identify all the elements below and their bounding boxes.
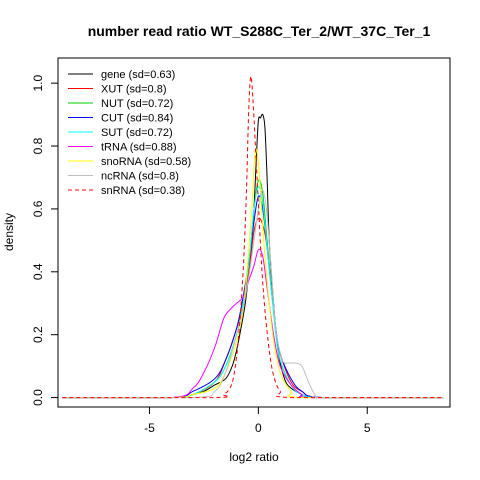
- y-tick-label: 0.8: [31, 137, 45, 154]
- series-line-5: [62, 248, 444, 399]
- y-tick-label: 0.0: [31, 389, 45, 406]
- legend-entry-0: gene (sd=0.63): [101, 69, 175, 81]
- x-tick-label: -5: [144, 421, 155, 435]
- series-line-2: [62, 179, 444, 399]
- series-line-4: [62, 186, 444, 399]
- y-axis: 0.0 0.2 0.4 0.6 0.8 1.0: [31, 74, 59, 406]
- x-tick-label: 0: [255, 421, 262, 435]
- x-tick-label: 5: [364, 421, 371, 435]
- series-line-7: [62, 189, 444, 399]
- x-axis: -5 0 5: [144, 406, 371, 435]
- legend-entry-8: snRNA (sd=0.38): [101, 185, 185, 197]
- y-tick-label: 1.0: [31, 74, 45, 91]
- legend-entry-7: ncRNA (sd=0.8): [101, 171, 179, 183]
- density-curves: [62, 75, 444, 399]
- legend-entry-5: tRNA (sd=0.88): [101, 142, 177, 154]
- legend-entry-3: CUT (sd=0.84): [101, 113, 173, 125]
- legend-entry-2: NUT (sd=0.72): [101, 98, 173, 110]
- series-line-6: [62, 148, 444, 399]
- y-tick-label: 0.6: [31, 200, 45, 217]
- series-line-0: [62, 113, 444, 399]
- legend-entry-4: SUT (sd=0.72): [101, 127, 173, 139]
- y-tick-label: 0.4: [31, 263, 45, 280]
- chart-title: number read ratio WT_S288C_Ter_2/WT_37C_…: [88, 23, 431, 39]
- x-axis-label: log2 ratio: [229, 450, 279, 464]
- legend-entry-6: snoRNA (sd=0.58): [101, 156, 191, 168]
- y-axis-label: density: [2, 213, 16, 251]
- legend-entry-1: XUT (sd=0.8): [101, 84, 167, 96]
- y-tick-label: 0.2: [31, 326, 45, 343]
- legend: gene (sd=0.63) XUT (sd=0.8) NUT (sd=0.72) C…: [68, 69, 191, 197]
- series-line-3: [62, 195, 444, 399]
- series-line-8: [62, 75, 444, 399]
